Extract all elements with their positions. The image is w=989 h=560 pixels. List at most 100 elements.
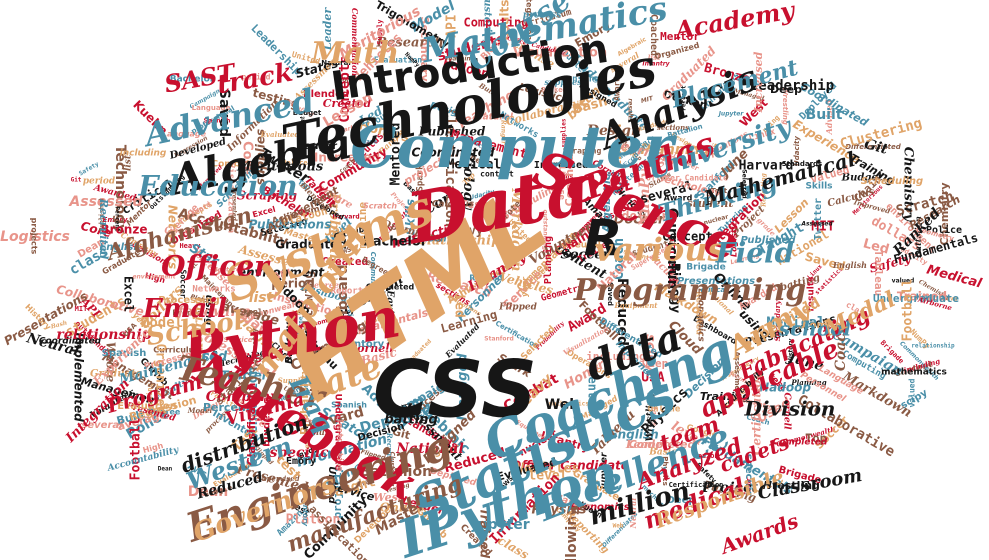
word-455: supplies	[561, 118, 568, 147]
word-159: Networks	[166, 205, 180, 269]
word-202: Coordinated	[39, 337, 102, 347]
word-144: Assessment	[733, 351, 741, 399]
word-599: Networks	[192, 285, 235, 295]
word-514: list	[249, 290, 275, 306]
word-116: Battalion	[913, 216, 923, 259]
word-28: ensure	[567, 75, 600, 85]
word-57: including	[586, 350, 646, 363]
word-322: Amazon	[693, 452, 718, 460]
word-162: Natural	[475, 113, 514, 123]
word-365: Evaluation	[374, 55, 422, 65]
word-547: Mentor	[586, 369, 600, 412]
word-558: Leadership	[750, 78, 834, 94]
word-199: Led	[861, 236, 890, 257]
word-62: Model	[141, 315, 183, 331]
word-399: Chain	[598, 170, 619, 178]
word-217: Increased	[314, 151, 380, 165]
word-580: License	[558, 166, 567, 200]
word-302: Scratch	[363, 202, 397, 211]
word-91: Biology	[669, 263, 683, 313]
word-294: list	[648, 53, 661, 62]
word-598: Neural	[628, 498, 638, 530]
word-281: Research	[375, 36, 443, 51]
word-150: Integration	[525, 0, 534, 41]
word-641: Trained	[478, 508, 492, 559]
word-359: Teaching	[445, 56, 476, 63]
word-683: Education	[137, 170, 297, 203]
word-647: Published	[99, 198, 106, 231]
word-635: Completed	[773, 438, 828, 448]
word-167: API	[272, 268, 293, 283]
word-585: Evaluation	[117, 401, 177, 412]
word-15: supplies	[544, 77, 582, 87]
word-509: content	[480, 170, 514, 179]
word-318: Cornell	[348, 342, 393, 355]
word-705: school	[778, 317, 852, 341]
word-315: Stanford	[484, 336, 514, 343]
word-181: Budget	[841, 173, 883, 184]
word-616: Inventory	[301, 488, 309, 526]
word-415: Completed	[366, 283, 415, 292]
word-593: Flipped	[498, 303, 538, 313]
word-225: Award	[664, 194, 693, 203]
word-79: Linux	[303, 427, 329, 437]
word-9: Emory	[286, 456, 316, 467]
word-591: Online	[648, 404, 681, 415]
word-377: Clustering	[389, 452, 396, 488]
word-208: Presented	[231, 186, 238, 222]
word-603: Language	[192, 104, 231, 112]
word-545: Standards	[782, 160, 822, 168]
word-655: Assessed	[800, 221, 833, 228]
word-256: critical	[611, 124, 624, 166]
word-290: period	[83, 177, 116, 187]
word-654: Evaluated	[260, 130, 300, 139]
word-419: Led	[452, 294, 467, 317]
word-334: Platoon	[286, 513, 341, 528]
word-361: Secondary	[773, 300, 782, 342]
word-266: relationship	[911, 343, 955, 350]
word-0: Kuehn	[916, 293, 945, 302]
word-212: Mentored	[212, 267, 245, 274]
word-94: Spanish	[331, 401, 367, 410]
word-544: Algebraic	[600, 173, 613, 233]
word-154: Visualization	[226, 163, 237, 233]
word-633: Percent	[203, 401, 251, 414]
word-650: Coached	[563, 154, 576, 207]
word-526: Probability	[298, 367, 311, 435]
word-578: Certification	[750, 371, 764, 455]
word-411: Ranked	[469, 274, 503, 283]
word-614: Dashboard	[335, 264, 351, 349]
word-25: several	[81, 420, 123, 431]
word-362: Curriculum	[153, 346, 202, 355]
word-357: Degree	[148, 408, 181, 417]
word-265: NumPy	[637, 169, 653, 227]
word-413: Percent	[114, 206, 121, 232]
word-112: Officer Candidate	[511, 459, 629, 473]
word-158: Neural	[567, 241, 601, 251]
word-60: Leader	[321, 7, 334, 52]
word-680: Programming	[573, 273, 806, 308]
word-305: Geometry	[251, 327, 259, 362]
word-663: Computer	[350, 113, 678, 181]
word-498: Skills	[555, 174, 573, 181]
word-358: Certification	[669, 481, 724, 489]
word-165: Web	[545, 397, 579, 413]
word-229: Emory	[103, 216, 128, 224]
word-716: Awards	[716, 509, 802, 560]
word-573: Dean	[158, 466, 173, 473]
word-473: process	[523, 11, 561, 21]
word-329: Football	[129, 418, 144, 481]
word-367: Differentiated	[845, 143, 902, 151]
word-437: Increased	[534, 160, 588, 171]
word-122: Combat	[212, 160, 252, 170]
word-491: environment	[132, 274, 176, 281]
word-412: Top	[805, 432, 827, 446]
word-458: Concepts	[337, 55, 353, 122]
word-58: Skills	[805, 182, 832, 192]
word-59: Coach	[611, 238, 627, 280]
word-51: environment	[238, 266, 326, 280]
word-521: Bash	[49, 319, 68, 330]
word-486: relationship	[56, 327, 151, 343]
word-623: Scheduling	[861, 176, 923, 187]
